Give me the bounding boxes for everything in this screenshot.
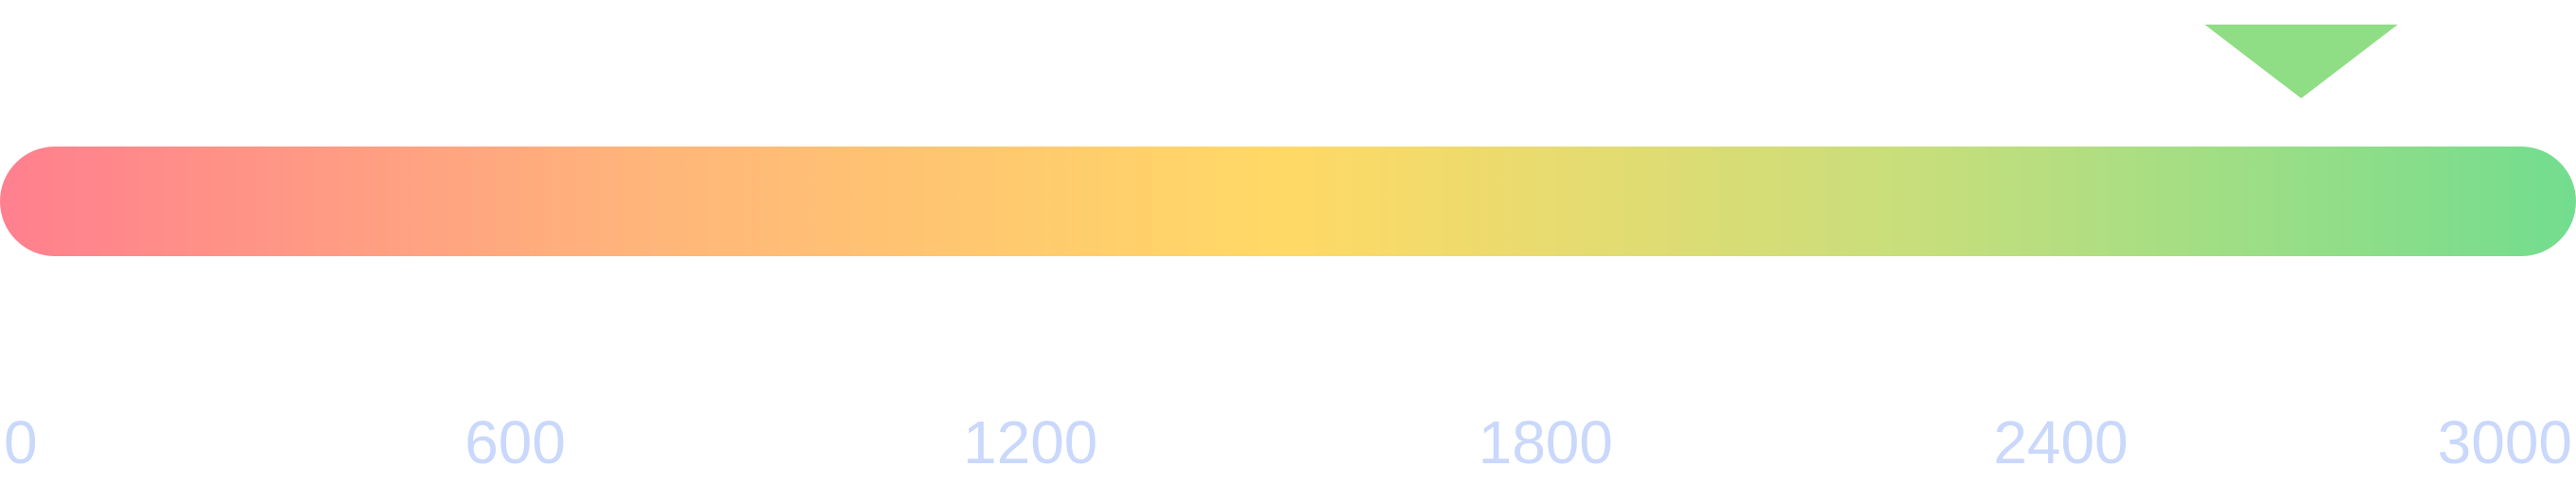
tick-label-600: 600	[464, 408, 566, 476]
tick-label-1800: 1800	[1479, 408, 1613, 476]
tick-label-0: 0	[4, 408, 38, 476]
tick-label-1200: 1200	[963, 408, 1097, 476]
tick-label-3000: 3000	[2438, 408, 2572, 476]
value-marker	[2204, 25, 2398, 98]
gauge-bar	[0, 147, 2576, 256]
tick-labels: 0 600 1200 1800 2400 3000	[4, 408, 2572, 476]
tick-label-2400: 2400	[1993, 408, 2128, 476]
